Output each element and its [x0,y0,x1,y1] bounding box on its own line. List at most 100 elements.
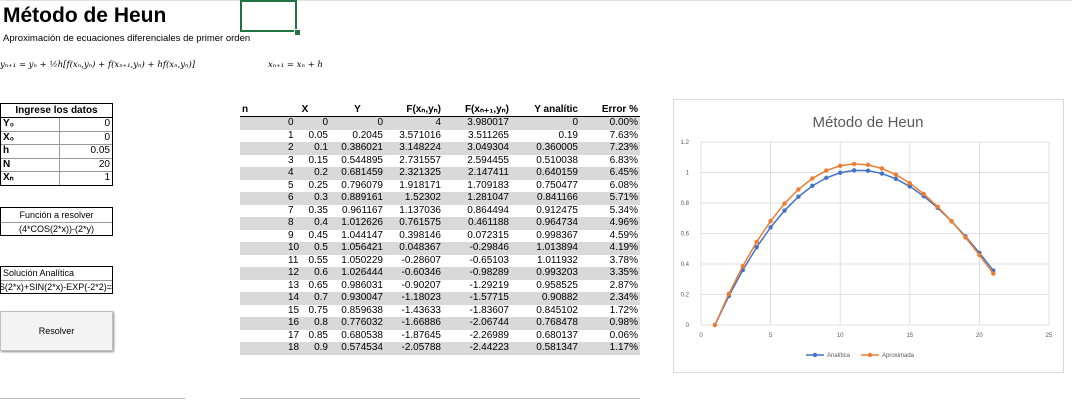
table-cell[interactable]: 0.65 [308,279,328,291]
function-input[interactable]: (4*COS(2*x))-(2*y) [18,224,94,234]
table-cell[interactable]: 6.45% [580,167,640,180]
table-cell[interactable]: 2.594455 [467,154,509,166]
input-value-xn[interactable]: 1 [104,172,110,183]
table-cell[interactable]: 1.013894 [511,242,580,255]
table-cell[interactable]: -1.18023 [385,292,443,305]
table-cell[interactable]: 6.08% [609,179,638,191]
table-cell[interactable]: 0.15 [308,154,328,166]
heun-chart[interactable]: Método de Heun 0 0.2 0.4 0.6 0.8 1 1.2 0 5 10 15 20 2… [673,99,1064,373]
table-cell[interactable]: 0.55 [308,254,328,266]
table-cell[interactable]: 17 [288,329,300,341]
table-cell[interactable]: 1.72% [609,304,638,316]
table-cell[interactable]: 2.147411 [443,167,511,180]
table-cell[interactable]: 0.889161 [330,192,385,205]
table-cell[interactable]: 0.98% [580,317,640,330]
table-cell[interactable]: -1.66886 [385,317,443,330]
table-cell[interactable]: -2.26989 [469,329,509,341]
table-cell[interactable]: 0.859638 [341,304,383,316]
table-cell[interactable]: 0 [330,116,385,130]
table-cell[interactable]: -2.44223 [443,342,511,355]
input-value-h[interactable]: 0.05 [90,145,110,156]
table-cell[interactable]: 4.96% [580,217,640,230]
table-cell[interactable]: 3.148224 [385,142,443,155]
table-cell[interactable]: 15 [288,304,300,316]
table-cell[interactable]: 0.8 [280,317,330,330]
table-cell[interactable]: 16 [240,317,299,330]
table-cell[interactable]: 0.75 [308,304,328,316]
table-cell[interactable]: -2.05788 [385,342,443,355]
table-cell[interactable]: 0.750477 [536,179,578,191]
table-cell[interactable]: -1.83607 [469,304,509,316]
table-cell[interactable]: 0.00% [580,116,640,130]
table-cell[interactable]: 0.05 [308,129,328,141]
table-cell[interactable]: 0.3 [280,192,330,205]
table-cell[interactable]: -1.87645 [401,329,441,341]
table-cell[interactable]: 6.83% [609,154,638,166]
table-cell[interactable]: 0 [240,116,294,130]
table-cell[interactable]: 7.63% [609,129,638,141]
table-cell[interactable]: 0.993203 [511,267,580,280]
table-cell[interactable]: 0.06% [609,329,638,341]
table-cell[interactable]: 0.845102 [536,304,578,316]
table-cell[interactable]: 18 [240,342,299,355]
table-cell[interactable]: 3.35% [580,267,640,280]
table-cell[interactable]: 6 [240,192,294,205]
table-cell[interactable]: 4 [240,167,294,180]
solve-button[interactable]: Resolver [0,311,113,351]
table-cell[interactable]: 0.048367 [385,242,443,255]
table-cell[interactable]: 0.1 [280,142,330,155]
table-cell[interactable]: 0.19 [558,129,578,141]
table-cell[interactable]: -2.06744 [443,317,511,330]
table-cell[interactable]: 0.574534 [330,342,385,355]
table-cell[interactable]: 0 [280,116,330,130]
selected-cell[interactable] [240,0,297,32]
table-cell[interactable]: 4.19% [580,242,640,255]
fill-handle[interactable] [294,29,301,36]
table-cell[interactable]: 0.4 [280,217,330,230]
table-cell[interactable]: 3.571016 [399,129,441,141]
table-cell[interactable]: 1.17% [580,342,640,355]
table-cell[interactable]: 8 [240,217,294,230]
input-value-y0[interactable]: 0 [104,118,110,129]
table-cell[interactable]: 0.986031 [341,279,383,291]
input-value-x0[interactable]: 0 [104,131,110,143]
table-cell[interactable]: 1.52302 [385,192,443,205]
table-cell[interactable]: 10 [240,242,299,255]
table-cell[interactable]: 5.71% [580,192,640,205]
table-cell[interactable]: 0.961167 [342,204,383,216]
table-cell[interactable]: 1.050229 [341,254,383,266]
table-cell[interactable]: -0.29846 [443,242,511,255]
table-cell[interactable]: 5.34% [609,204,638,216]
table-cell[interactable]: 0.7 [280,292,330,305]
table-cell[interactable]: 3 [288,154,294,166]
table-cell[interactable]: 1.044147 [341,229,383,241]
table-cell[interactable]: 0.640159 [511,167,580,180]
table-cell[interactable]: 3.78% [609,254,638,266]
table-cell[interactable]: 0 [511,116,580,130]
table-cell[interactable]: 7 [288,204,294,216]
table-cell[interactable]: 3.980017 [443,116,511,130]
table-cell[interactable]: 0.930047 [330,292,385,305]
table-cell[interactable]: 0.45 [308,229,328,241]
table-cell[interactable]: 0.510038 [536,154,578,166]
table-cell[interactable]: 1.709183 [467,179,509,191]
table-cell[interactable]: 2.731557 [399,154,441,166]
table-cell[interactable]: 14 [240,292,299,305]
table-cell[interactable]: 7.23% [580,142,640,155]
table-cell[interactable]: 4 [385,116,443,130]
table-cell[interactable]: 1.918171 [399,179,441,191]
table-cell[interactable]: 3.049304 [443,142,511,155]
analytic-solution-input[interactable]: =(2*COS(2*x)+SIN(2*x)-EXP(-2 [1,282,112,292]
table-cell[interactable]: 0.864494 [467,204,509,216]
table-cell[interactable]: 0.386021 [330,142,385,155]
table-cell[interactable]: 0.90882 [511,292,580,305]
table-cell[interactable]: 0.35 [308,204,328,216]
table-cell[interactable]: 0.2045 [352,129,383,141]
table-cell[interactable]: 0.544895 [341,154,383,166]
table-cell[interactable]: 3.511265 [468,129,509,141]
table-cell[interactable]: 0.998367 [536,229,578,241]
table-cell[interactable]: 0.360005 [511,142,580,155]
table-cell[interactable]: 2.34% [580,292,640,305]
table-cell[interactable]: 0.25 [308,179,328,191]
table-cell[interactable]: -0.60346 [385,267,443,280]
